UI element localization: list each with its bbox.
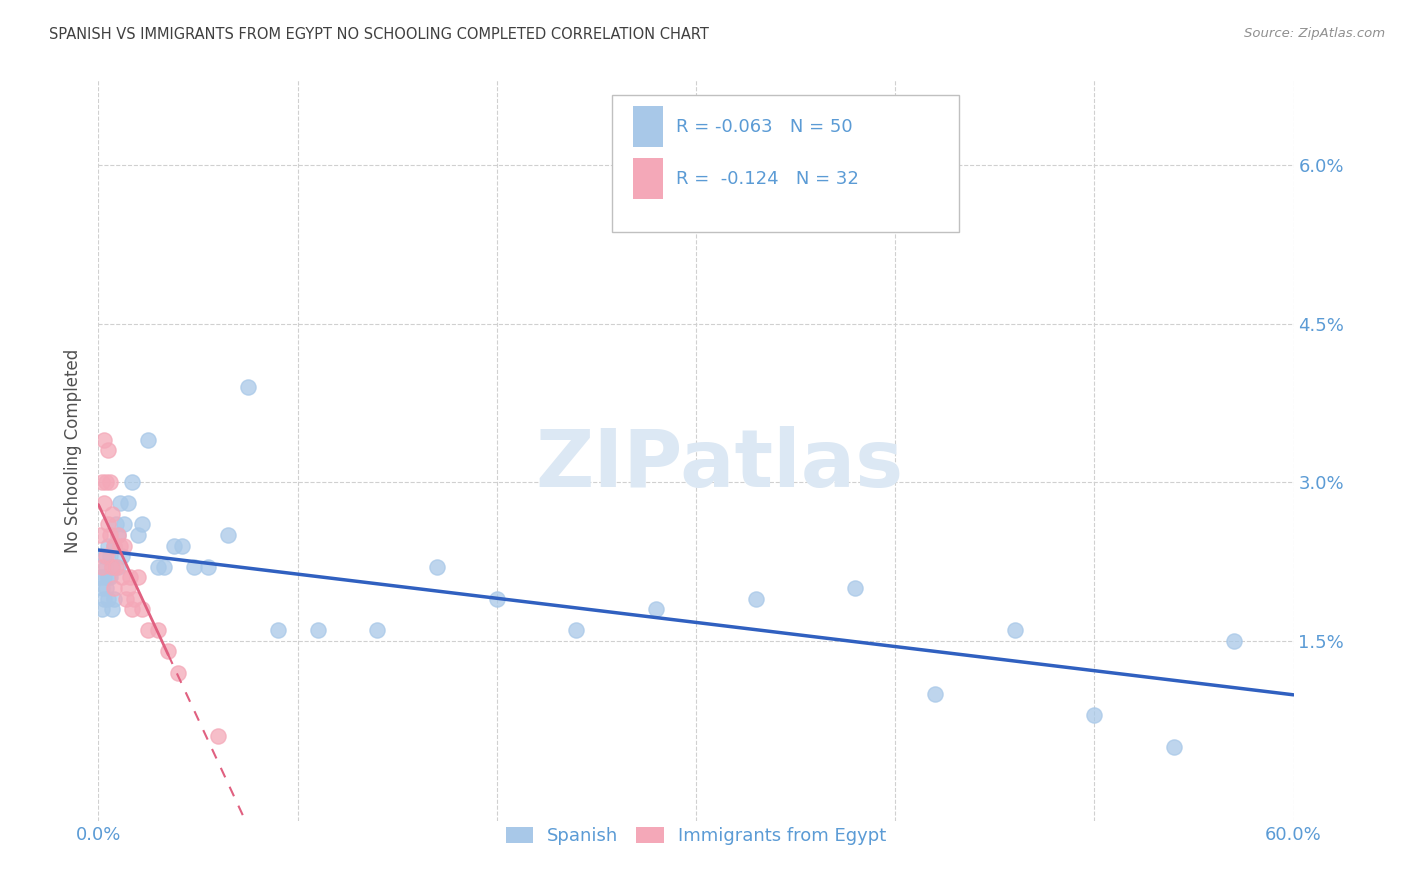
Point: [97, 570, 120, 584]
Point: [136, 624, 159, 638]
Point: [120, 570, 142, 584]
Point: [1223, 633, 1246, 648]
Point: [103, 539, 125, 553]
Point: [124, 591, 146, 606]
Point: [163, 539, 186, 553]
FancyBboxPatch shape: [613, 95, 959, 232]
Point: [127, 570, 149, 584]
Point: [127, 528, 149, 542]
Point: [121, 602, 143, 616]
FancyBboxPatch shape: [633, 106, 662, 147]
Point: [101, 559, 124, 574]
Point: [107, 528, 129, 542]
Point: [98, 549, 122, 564]
Point: [96, 559, 118, 574]
Point: [89, 570, 111, 584]
Point: [157, 644, 180, 658]
Text: Source: ZipAtlas.com: Source: ZipAtlas.com: [1244, 27, 1385, 40]
Point: [97, 517, 120, 532]
Point: [236, 380, 259, 394]
Point: [103, 581, 125, 595]
Point: [111, 570, 134, 584]
Point: [745, 591, 768, 606]
Point: [103, 591, 125, 606]
Point: [115, 591, 138, 606]
Point: [1083, 707, 1105, 722]
Point: [91, 559, 114, 574]
Point: [101, 559, 124, 574]
Legend: Spanish, Immigrants from Egypt: Spanish, Immigrants from Egypt: [499, 820, 893, 853]
Point: [485, 591, 508, 606]
Point: [97, 443, 120, 458]
Point: [565, 624, 588, 638]
Point: [217, 528, 239, 542]
Point: [844, 581, 866, 595]
Point: [183, 559, 205, 574]
Point: [110, 539, 132, 553]
Text: ZIPatlas: ZIPatlas: [536, 426, 904, 504]
Point: [153, 559, 176, 574]
Point: [117, 581, 139, 595]
Point: [97, 539, 120, 553]
Point: [105, 559, 128, 574]
Point: [105, 517, 128, 532]
Point: [167, 665, 190, 680]
Point: [1004, 624, 1026, 638]
Point: [366, 624, 388, 638]
Point: [197, 559, 219, 574]
Point: [121, 475, 143, 490]
Point: [96, 581, 118, 595]
Point: [1163, 739, 1185, 754]
Point: [426, 559, 449, 574]
Point: [111, 549, 134, 564]
Point: [207, 729, 229, 743]
Point: [93, 570, 115, 584]
Point: [112, 539, 135, 553]
Point: [924, 687, 946, 701]
Point: [307, 624, 329, 638]
Text: SPANISH VS IMMIGRANTS FROM EGYPT NO SCHOOLING COMPLETED CORRELATION CHART: SPANISH VS IMMIGRANTS FROM EGYPT NO SCHO…: [49, 27, 709, 42]
Point: [97, 591, 120, 606]
Point: [172, 539, 194, 553]
Point: [645, 602, 668, 616]
Point: [91, 602, 114, 616]
Text: R =  -0.124   N = 32: R = -0.124 N = 32: [676, 169, 859, 187]
Point: [91, 581, 114, 595]
Text: R = -0.063   N = 50: R = -0.063 N = 50: [676, 118, 852, 136]
Point: [131, 602, 153, 616]
Y-axis label: No Schooling Completed: No Schooling Completed: [65, 349, 83, 552]
Point: [110, 496, 132, 510]
Point: [89, 528, 111, 542]
Point: [101, 602, 124, 616]
Point: [93, 549, 115, 564]
Point: [107, 528, 129, 542]
Point: [131, 517, 153, 532]
Point: [96, 475, 118, 490]
Point: [117, 496, 139, 510]
Point: [148, 559, 170, 574]
Point: [112, 517, 135, 532]
Point: [93, 591, 115, 606]
Point: [136, 433, 159, 447]
Point: [96, 549, 118, 564]
Point: [107, 559, 129, 574]
Point: [103, 539, 125, 553]
FancyBboxPatch shape: [633, 158, 662, 199]
Point: [148, 624, 170, 638]
Point: [98, 475, 122, 490]
Point: [267, 624, 290, 638]
Point: [98, 570, 122, 584]
Point: [93, 433, 115, 447]
Point: [91, 475, 114, 490]
Point: [98, 528, 122, 542]
Point: [101, 507, 124, 521]
Point: [93, 496, 115, 510]
